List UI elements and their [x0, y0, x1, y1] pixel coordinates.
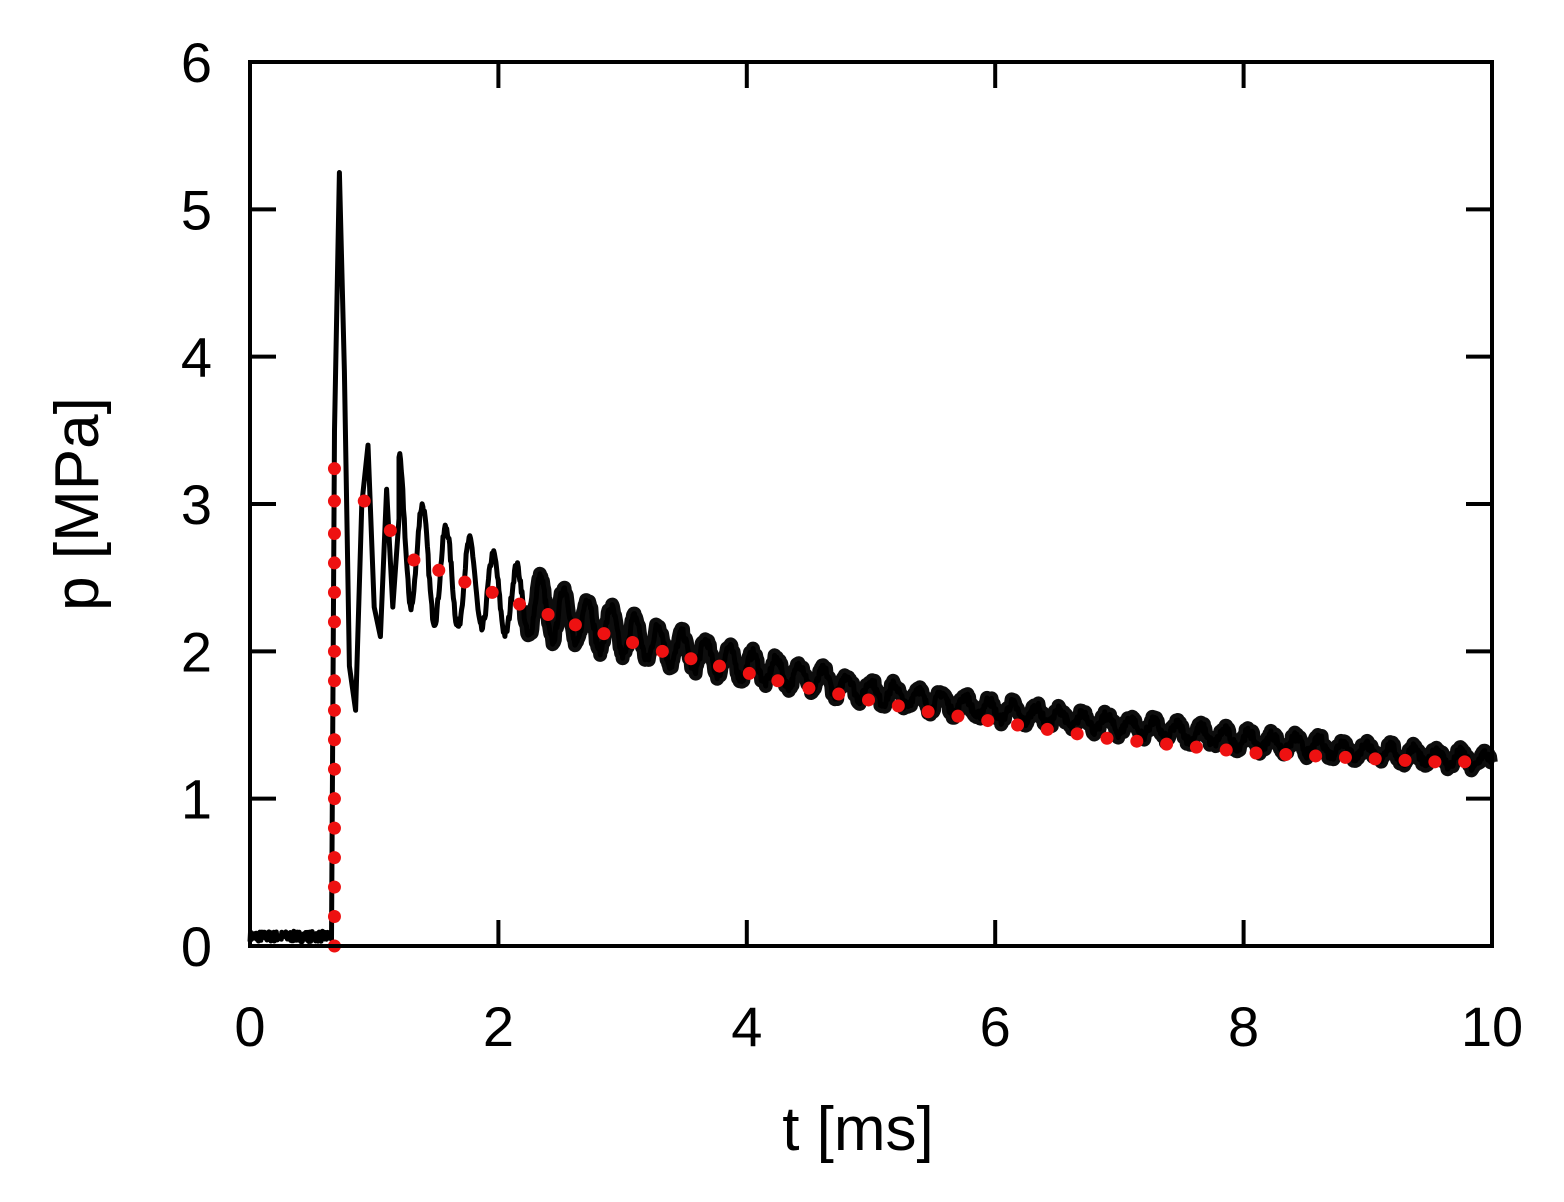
model-point	[383, 524, 397, 538]
model-point	[1309, 749, 1323, 763]
model-point	[327, 792, 341, 806]
model-point	[327, 880, 341, 894]
model-point	[1368, 752, 1382, 766]
model-point	[802, 681, 816, 695]
model-point	[1249, 746, 1263, 760]
measured-pressure-series	[247, 170, 1498, 945]
measured-pressure-band	[516, 566, 1498, 778]
model-point	[327, 762, 341, 776]
model-point	[626, 635, 640, 649]
model-point	[684, 652, 698, 666]
model-point	[1279, 747, 1293, 761]
model-point	[327, 910, 341, 924]
y-tick-label: 3	[181, 473, 212, 536]
model-point	[981, 714, 995, 728]
model-point	[568, 618, 582, 632]
model-point	[655, 644, 669, 658]
model-point	[327, 615, 341, 629]
model-point	[1219, 743, 1233, 757]
model-point	[712, 659, 726, 673]
x-tick-label: 0	[234, 995, 265, 1058]
model-point	[327, 733, 341, 747]
model-point	[1130, 734, 1144, 748]
model-point	[407, 553, 421, 567]
x-tick-label: 8	[1228, 995, 1259, 1058]
model-point	[891, 699, 905, 713]
model-point	[1398, 753, 1412, 767]
model-point	[327, 851, 341, 865]
model-point	[862, 693, 876, 707]
x-tick-label: 10	[1461, 995, 1523, 1058]
y-tick-label: 0	[181, 915, 212, 978]
model-point	[485, 585, 499, 599]
model-point	[1011, 718, 1025, 732]
model-point	[513, 597, 527, 611]
model-point	[327, 674, 341, 688]
model-point	[1338, 750, 1352, 764]
model-point	[771, 674, 785, 688]
y-tick-label: 4	[181, 326, 212, 389]
model-point	[921, 705, 935, 719]
model-point	[327, 703, 341, 717]
model-point	[458, 575, 472, 589]
x-tick-labels: 0 2 4 6 8 10	[234, 995, 1523, 1058]
y-tick-label: 2	[181, 620, 212, 683]
model-point	[832, 687, 846, 701]
model-point	[327, 556, 341, 570]
measured-pressure-line	[247, 170, 1494, 945]
model-point	[1040, 722, 1054, 736]
y-tick-labels: 0 1 2 3 4 5 6	[181, 31, 212, 978]
model-point	[541, 608, 555, 621]
plot-frame	[248, 60, 1494, 948]
axis-ticks	[250, 62, 1492, 946]
model-point	[327, 585, 341, 599]
model-point	[1189, 740, 1203, 754]
model-point	[432, 563, 446, 577]
x-axis-title: t [ms]	[782, 1095, 934, 1164]
model-series	[327, 462, 1472, 953]
x-tick-label: 6	[980, 995, 1011, 1058]
model-point	[1428, 755, 1442, 769]
model-point	[327, 494, 341, 508]
model-point	[327, 821, 341, 835]
model-point	[327, 462, 341, 476]
model-point	[742, 666, 756, 680]
y-axis-title: p [MPa]	[43, 397, 112, 611]
y-tick-label: 6	[181, 31, 212, 94]
y-tick-label: 1	[181, 768, 212, 831]
model-point	[597, 627, 611, 641]
model-point	[327, 644, 341, 658]
model-point	[1070, 727, 1084, 741]
x-tick-label: 2	[483, 995, 514, 1058]
model-point	[357, 494, 371, 508]
model-point	[951, 709, 965, 723]
model-point	[1160, 737, 1174, 751]
y-tick-label: 5	[181, 178, 212, 241]
model-point	[327, 526, 341, 540]
model-point	[1100, 731, 1114, 745]
x-tick-label: 4	[731, 995, 762, 1058]
model-point	[1458, 755, 1472, 769]
